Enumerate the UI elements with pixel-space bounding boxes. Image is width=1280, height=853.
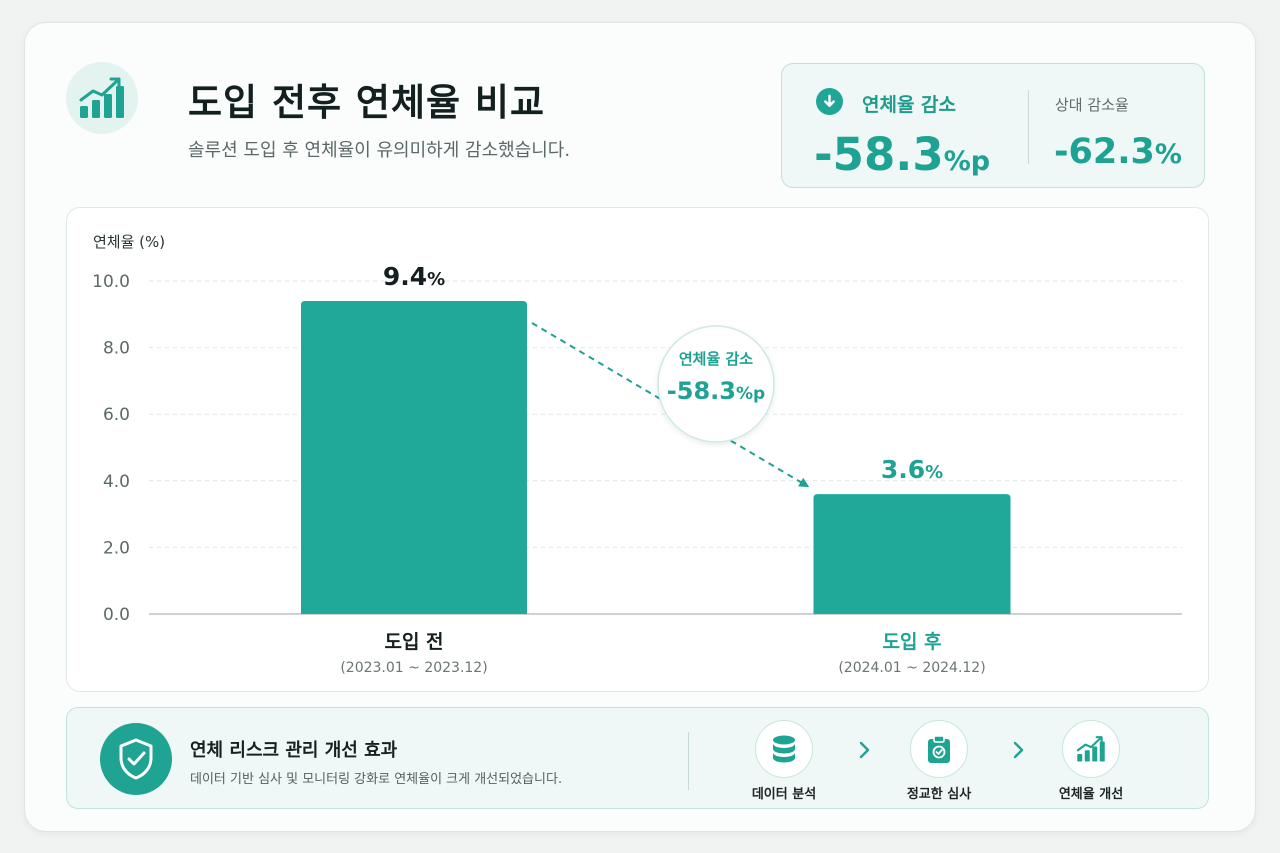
arrow-down-circle-icon xyxy=(816,88,843,115)
kpi-relative-reduction-label: 상대 감소율 xyxy=(1055,96,1129,114)
banner-title: 연체 리스크 관리 개선 효과 xyxy=(190,740,398,761)
annotation-label: 연체율 감소 xyxy=(679,350,753,368)
page-title: 도입 전후 연체율 비교 xyxy=(188,81,546,124)
kpi-relative-reduction-value: -62.3% xyxy=(1054,132,1182,172)
banner-divider xyxy=(688,732,689,790)
reduction-arrow xyxy=(531,322,810,488)
step-label-data-analysis: 데이터 분석 xyxy=(751,787,817,802)
y-axis-label: 연체율 (%) xyxy=(93,233,165,251)
y-tick-label: 6.0 xyxy=(103,405,130,425)
y-tick-label: 10.0 xyxy=(92,272,130,292)
x-category-label: 도입 전 xyxy=(384,631,443,653)
header-icon-badge xyxy=(66,62,138,134)
annotation-value: -58.3%p xyxy=(667,377,765,405)
chart-panel: 연체율 (%) 0.0 2.0 4.0 6.0 8.0 10.0 9.4% 도입 전 (2023.… xyxy=(66,207,1209,692)
x-category-label: 도입 후 xyxy=(882,631,941,653)
bar-0 xyxy=(301,300,527,614)
x-period-label: (2024.01 ~ 2024.12) xyxy=(838,660,985,676)
kpi-delinquency-reduction-label: 연체율 감소 xyxy=(862,94,957,116)
chevron-right-icon xyxy=(1013,741,1024,759)
bar-chart: 연체율 (%) 0.0 2.0 4.0 6.0 8.0 10.0 9.4% 도입 전 (2023.… xyxy=(92,233,1182,676)
kpi-delinquency-reduction-value: -58.3%p xyxy=(814,128,991,181)
shield-check-icon xyxy=(100,723,172,795)
page-subtitle: 솔루션 도입 후 연체율이 유의미하게 감소했습니다. xyxy=(188,140,571,161)
y-tick-label: 0.0 xyxy=(103,605,130,625)
kpi-divider xyxy=(1028,90,1029,164)
y-tick-label: 4.0 xyxy=(103,472,130,492)
banner-description: 데이터 기반 심사 및 모니터링 강화로 연체율이 크게 개선되었습니다. xyxy=(190,772,563,787)
bar-value-label: 9.4% xyxy=(383,262,445,291)
kpi-summary-panel: 연체율 감소 -58.3%p 상대 감소율 -62.3% xyxy=(781,63,1205,188)
database-icon xyxy=(755,720,813,778)
chart-growth-icon xyxy=(1062,720,1120,778)
bar-value-label: 3.6% xyxy=(881,455,943,484)
annotation-bubble xyxy=(657,325,775,443)
clipboard-check-icon xyxy=(910,720,968,778)
step-label-precise-review: 정교한 심사 xyxy=(906,787,972,802)
bar-1 xyxy=(813,494,1011,614)
y-tick-label: 8.0 xyxy=(103,339,130,359)
chevron-right-icon xyxy=(859,741,870,759)
improvement-banner: 연체 리스크 관리 개선 효과 데이터 기반 심사 및 모니터링 강화로 연체율… xyxy=(66,707,1209,809)
step-label-delinquency-improvement: 연체율 개선 xyxy=(1058,787,1124,802)
y-tick-label: 2.0 xyxy=(103,538,130,558)
chart-growth-icon xyxy=(79,77,124,118)
x-period-label: (2023.01 ~ 2023.12) xyxy=(340,660,487,676)
